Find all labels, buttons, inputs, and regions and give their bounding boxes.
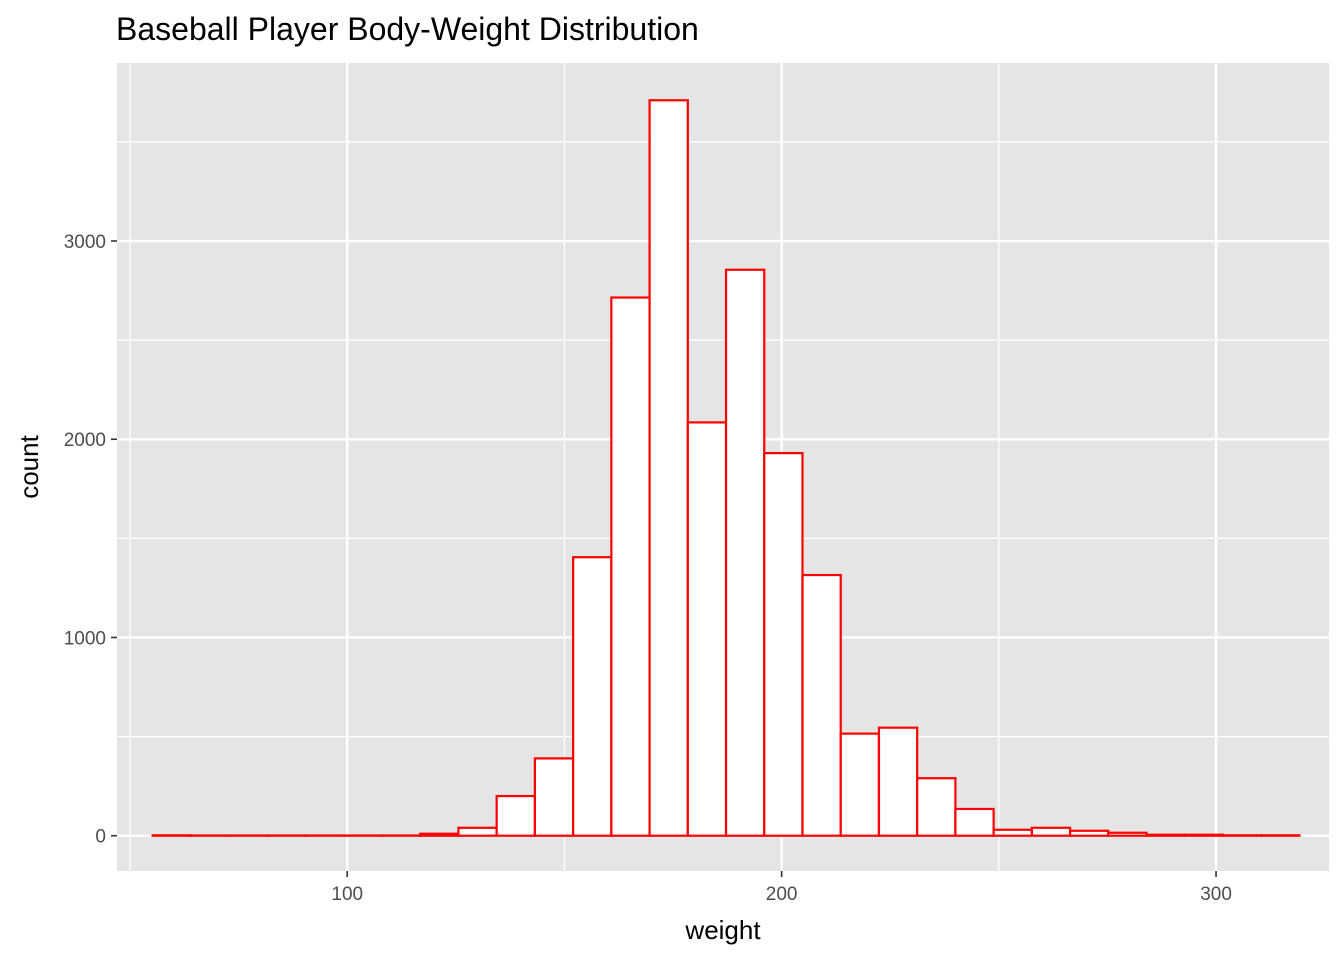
histogram-bar — [1183, 833, 1225, 837]
y-tick-label: 3000 — [64, 232, 106, 253]
histogram-bars — [151, 99, 1301, 837]
histogram-bar — [610, 296, 651, 837]
y-tick-label: 0 — [95, 827, 106, 848]
histogram-bar — [763, 452, 804, 837]
x-axis-title: weight — [684, 915, 761, 945]
histogram-bar — [457, 826, 498, 837]
histogram-bar — [954, 807, 995, 837]
histogram-bar — [1030, 826, 1072, 837]
histogram-bar — [419, 832, 460, 837]
x-tick-label: 200 — [766, 884, 798, 905]
histogram-bar — [533, 757, 575, 837]
x-tick-label: 100 — [331, 884, 363, 905]
histogram-bar — [1145, 833, 1186, 837]
histogram-bar — [916, 777, 957, 837]
histogram-bar — [686, 421, 728, 837]
histogram-bar — [877, 726, 919, 837]
y-axis-title: count — [14, 434, 44, 498]
y-axis: 0 1000 2000 3000 — [64, 232, 117, 848]
x-tick-label: 300 — [1200, 884, 1232, 905]
y-tick-label: 1000 — [64, 628, 106, 649]
histogram-bar — [839, 732, 881, 837]
histogram-bar — [648, 99, 689, 837]
histogram-bar — [724, 268, 766, 837]
histogram-bar — [801, 573, 842, 837]
histogram-bar — [1107, 831, 1148, 837]
chart-title: Baseball Player Body-Weight Distribution — [116, 11, 699, 47]
histogram-bar — [992, 828, 1033, 837]
histogram-bar — [572, 556, 613, 837]
y-tick-label: 2000 — [64, 430, 106, 451]
histogram-bar — [1068, 829, 1110, 837]
histogram-bar — [495, 794, 537, 837]
x-axis: 100 200 300 — [331, 871, 1232, 905]
